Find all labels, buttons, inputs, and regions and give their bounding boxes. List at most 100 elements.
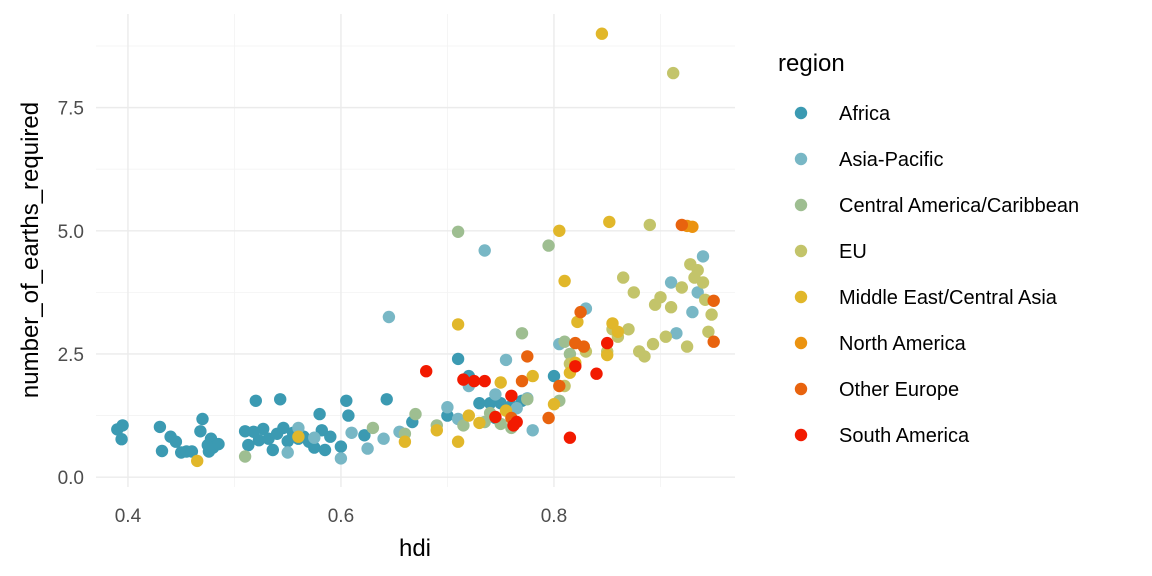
data-point-eu bbox=[617, 271, 630, 284]
data-point-middle-east-central-asia bbox=[603, 215, 616, 229]
data-point-eu bbox=[643, 218, 656, 232]
data-point-africa bbox=[547, 369, 561, 383]
legend-label: South America bbox=[839, 425, 970, 447]
data-point-eu bbox=[622, 323, 635, 336]
data-point-africa bbox=[266, 443, 279, 457]
data-point-africa bbox=[451, 352, 465, 366]
x-tick-label: 0.6 bbox=[328, 506, 354, 527]
legend-item-asia-pacific: Asia-Pacific bbox=[794, 149, 943, 171]
legend-key-middle-east-central-asia bbox=[794, 290, 808, 304]
data-point-middle-east-central-asia bbox=[611, 325, 625, 338]
data-point-south-america bbox=[489, 410, 502, 424]
legend-label: Middle East/Central Asia bbox=[839, 287, 1058, 309]
data-point-eu bbox=[659, 330, 672, 343]
data-point-africa bbox=[380, 393, 393, 406]
legend-label: Asia-Pacific bbox=[839, 149, 943, 171]
data-point-africa bbox=[185, 445, 199, 458]
legend-key-asia-pacific bbox=[794, 152, 808, 166]
data-point-asia-pacific bbox=[499, 353, 513, 367]
data-point-africa bbox=[340, 394, 353, 407]
data-point-africa bbox=[313, 407, 326, 421]
legend-item-south-america: South America bbox=[794, 425, 970, 447]
data-point-south-america bbox=[510, 415, 523, 429]
data-point-south-america bbox=[569, 360, 582, 373]
y-tick-label: 5.0 bbox=[58, 222, 84, 243]
data-point-africa bbox=[115, 433, 128, 446]
data-point-other-europe bbox=[574, 305, 587, 319]
grid-lines bbox=[96, 14, 735, 487]
data-point-africa bbox=[342, 409, 355, 422]
data-point-africa bbox=[249, 394, 262, 407]
data-point-central-america-caribbean bbox=[542, 239, 555, 252]
data-point-middle-east-central-asia bbox=[292, 430, 305, 443]
data-point-central-america-caribbean bbox=[409, 407, 422, 421]
data-point-central-america-caribbean bbox=[521, 393, 534, 406]
data-point-south-america bbox=[467, 374, 481, 388]
data-point-africa bbox=[196, 412, 209, 426]
data-point-central-america-caribbean bbox=[451, 225, 465, 238]
data-point-africa bbox=[277, 421, 290, 435]
y-tick-label: 2.5 bbox=[58, 345, 84, 366]
data-point-asia-pacific bbox=[345, 426, 358, 439]
legend-key-other-europe bbox=[794, 382, 808, 396]
data-point-middle-east-central-asia bbox=[547, 398, 561, 411]
data-point-other-europe bbox=[675, 218, 688, 232]
data-point-middle-east-central-asia bbox=[553, 224, 566, 237]
data-point-eu bbox=[705, 308, 718, 321]
data-point-central-america-caribbean bbox=[558, 335, 571, 348]
data-point-asia-pacific bbox=[489, 388, 502, 401]
data-point-south-america bbox=[457, 373, 470, 386]
data-point-asia-pacific bbox=[334, 452, 348, 465]
data-point-central-america-caribbean bbox=[238, 450, 252, 463]
data-point-middle-east-central-asia bbox=[526, 369, 539, 383]
data-point-eu bbox=[638, 350, 651, 363]
data-point-other-europe bbox=[707, 294, 720, 307]
data-point-africa bbox=[318, 443, 332, 457]
data-point-africa bbox=[274, 393, 287, 406]
data-point-other-europe bbox=[542, 411, 555, 425]
data-point-asia-pacific bbox=[281, 446, 294, 459]
legend-key-north-america bbox=[794, 336, 808, 350]
data-point-asia-pacific bbox=[441, 401, 454, 414]
data-point-other-europe bbox=[707, 335, 720, 348]
legend-item-north-america: North America bbox=[794, 333, 967, 355]
data-point-africa bbox=[334, 440, 348, 453]
x-tick-label: 0.8 bbox=[541, 506, 567, 527]
data-point-middle-east-central-asia bbox=[462, 409, 475, 422]
legend-key-south-america bbox=[794, 428, 808, 442]
data-point-south-america bbox=[563, 431, 577, 444]
data-point-eu bbox=[627, 286, 640, 299]
legend: region Africa Asia-Pacific Central America… bbox=[778, 50, 1079, 447]
x-axis-title: hdi bbox=[399, 535, 431, 562]
x-axis-ticks: 0.4 0.6 0.8 bbox=[115, 506, 567, 527]
data-point-asia-pacific bbox=[292, 421, 305, 435]
x-tick-label: 0.4 bbox=[115, 506, 142, 527]
legend-label: Central America/Caribbean bbox=[839, 195, 1079, 217]
data-point-other-europe bbox=[521, 350, 534, 363]
data-point-asia-pacific bbox=[308, 431, 321, 444]
data-point-asia-pacific bbox=[686, 305, 699, 319]
data-point-south-america bbox=[505, 389, 518, 402]
data-point-africa bbox=[252, 434, 266, 447]
legend-key-eu bbox=[794, 244, 808, 258]
data-point-eu bbox=[696, 276, 710, 289]
data-point-south-america bbox=[420, 365, 433, 378]
y-axis-title: number_of_earths_required bbox=[17, 102, 44, 398]
data-point-other-europe bbox=[553, 379, 566, 393]
legend-key-africa bbox=[794, 106, 808, 120]
data-point-asia-pacific bbox=[510, 402, 523, 415]
data-point-middle-east-central-asia bbox=[571, 315, 584, 329]
data-point-asia-pacific bbox=[664, 276, 678, 289]
data-point-middle-east-central-asia bbox=[451, 435, 465, 448]
data-point-south-america bbox=[478, 374, 491, 388]
legend-item-central-america-caribbean: Central America/Caribbean bbox=[794, 195, 1079, 217]
data-point-africa bbox=[212, 437, 225, 451]
data-point-africa bbox=[153, 420, 167, 434]
legend-item-other-europe: Other Europe bbox=[794, 379, 959, 401]
legend-key-central-america-caribbean bbox=[794, 198, 808, 212]
legend-label: Africa bbox=[839, 103, 891, 125]
data-point-eu bbox=[702, 325, 715, 338]
legend-label: North America bbox=[839, 333, 967, 355]
data-points bbox=[111, 27, 720, 468]
data-point-africa bbox=[169, 435, 183, 448]
